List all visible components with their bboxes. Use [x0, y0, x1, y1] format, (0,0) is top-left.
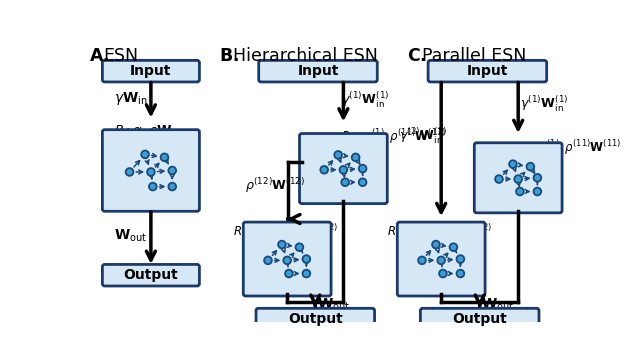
Circle shape — [264, 257, 272, 264]
Circle shape — [352, 153, 360, 161]
Circle shape — [321, 166, 328, 174]
Text: $\mathbf{A.}$: $\mathbf{A.}$ — [90, 47, 109, 65]
Text: Output: Output — [452, 312, 507, 326]
Text: Output: Output — [288, 312, 342, 326]
Circle shape — [149, 183, 157, 190]
Text: Input: Input — [298, 64, 339, 78]
Circle shape — [303, 255, 310, 263]
Circle shape — [296, 243, 303, 251]
FancyBboxPatch shape — [259, 60, 378, 82]
Circle shape — [341, 178, 349, 186]
FancyBboxPatch shape — [397, 222, 485, 296]
Text: $\mathbf{W}_{\mathrm{out}}$: $\mathbf{W}_{\mathrm{out}}$ — [481, 297, 515, 313]
Text: $R_2:\alpha^{(2)},\rho^{(22)}\mathbf{W}^{(22)}$: $R_2:\alpha^{(2)},\rho^{(22)}\mathbf{W}^… — [234, 222, 339, 241]
Circle shape — [303, 270, 310, 277]
Circle shape — [284, 257, 291, 264]
Text: $\gamma^{(1)}\mathbf{W}^{(1)}_{\mathrm{in}}$: $\gamma^{(1)}\mathbf{W}^{(1)}_{\mathrm{i… — [520, 93, 568, 114]
Circle shape — [437, 257, 445, 264]
Text: $\gamma^{(2)}\mathbf{W}^{(2)}_{\mathrm{in}}$: $\gamma^{(2)}\mathbf{W}^{(2)}_{\mathrm{i… — [399, 126, 447, 146]
Text: $R_2:\alpha^{(2)},\rho^{(22)}\mathbf{W}^{(22)}$: $R_2:\alpha^{(2)},\rho^{(22)}\mathbf{W}^… — [387, 222, 492, 241]
FancyBboxPatch shape — [243, 222, 331, 296]
Circle shape — [534, 188, 541, 195]
Circle shape — [359, 178, 367, 186]
Circle shape — [534, 174, 541, 182]
Text: Input: Input — [467, 64, 508, 78]
Circle shape — [439, 270, 447, 277]
Circle shape — [147, 168, 155, 176]
Text: $\gamma\mathbf{W}_{\mathrm{in}}$: $\gamma\mathbf{W}_{\mathrm{in}}$ — [114, 90, 148, 107]
Circle shape — [495, 175, 503, 183]
Circle shape — [516, 188, 524, 195]
Text: ESN: ESN — [103, 47, 138, 65]
Circle shape — [278, 241, 286, 248]
FancyBboxPatch shape — [256, 308, 374, 330]
Text: Hierarchical ESN: Hierarchical ESN — [234, 47, 378, 65]
Text: $\mathbf{W}_{\mathrm{out}}$: $\mathbf{W}_{\mathrm{out}}$ — [317, 297, 350, 313]
Circle shape — [334, 151, 342, 159]
Text: $R_1:\alpha^{(1)},\rho^{(11)}\mathbf{W}^{(11)}$: $R_1:\alpha^{(1)},\rho^{(11)}\mathbf{W}^… — [516, 138, 621, 157]
Circle shape — [418, 257, 426, 264]
Text: $R_1:\alpha^{(1)},\rho^{(11)}\mathbf{W}^{(11)}$: $R_1:\alpha^{(1)},\rho^{(11)}\mathbf{W}^… — [341, 127, 446, 146]
Circle shape — [432, 241, 440, 248]
Text: Input: Input — [130, 64, 172, 78]
Circle shape — [141, 151, 149, 158]
Circle shape — [527, 163, 534, 171]
Circle shape — [456, 255, 464, 263]
Circle shape — [168, 183, 176, 190]
Text: Output: Output — [124, 268, 179, 282]
Text: $R:\alpha,\rho\mathbf{W}$: $R:\alpha,\rho\mathbf{W}$ — [114, 123, 173, 139]
Text: $\rho^{(12)}\mathbf{W}^{(12)}$: $\rho^{(12)}\mathbf{W}^{(12)}$ — [245, 176, 305, 195]
Text: $\gamma^{(1)}\mathbf{W}^{(1)}_{\mathrm{in}}$: $\gamma^{(1)}\mathbf{W}^{(1)}_{\mathrm{i… — [341, 89, 389, 110]
FancyBboxPatch shape — [474, 143, 562, 213]
Text: $\mathbf{W}_{\mathrm{out}}$: $\mathbf{W}_{\mathrm{out}}$ — [114, 228, 147, 244]
Circle shape — [449, 243, 457, 251]
Circle shape — [125, 168, 133, 176]
FancyBboxPatch shape — [102, 130, 200, 211]
Circle shape — [515, 175, 522, 183]
FancyBboxPatch shape — [102, 60, 200, 82]
Text: $\mathbf{B.}$: $\mathbf{B.}$ — [219, 47, 239, 65]
Circle shape — [161, 153, 168, 161]
Text: Parallel ESN: Parallel ESN — [422, 47, 526, 65]
Circle shape — [168, 167, 176, 174]
Circle shape — [509, 160, 517, 168]
Circle shape — [456, 270, 464, 277]
Circle shape — [359, 165, 367, 172]
Circle shape — [285, 270, 292, 277]
Text: $\mathbf{C.}$: $\mathbf{C.}$ — [407, 47, 427, 65]
FancyBboxPatch shape — [420, 308, 539, 330]
FancyBboxPatch shape — [300, 134, 387, 203]
Circle shape — [340, 166, 348, 174]
FancyBboxPatch shape — [428, 60, 547, 82]
FancyBboxPatch shape — [102, 264, 200, 286]
